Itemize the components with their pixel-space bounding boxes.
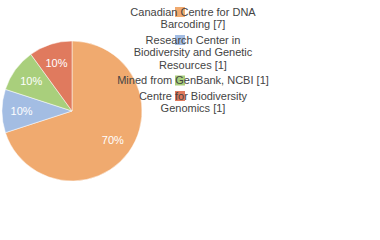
svg-text:Mined from GenBank, NCBI [1]: Mined from GenBank, NCBI [1] — [117, 74, 269, 86]
svg-text:70%: 70% — [102, 134, 124, 146]
svg-text:10%: 10% — [11, 105, 33, 117]
svg-text:Centre for BiodiversityGenomic: Centre for BiodiversityGenomics [1] — [139, 90, 248, 115]
svg-text:10%: 10% — [45, 57, 67, 69]
svg-text:10%: 10% — [20, 75, 42, 87]
svg-text:Research Center inBiodiversity: Research Center inBiodiversity and Genet… — [134, 34, 253, 71]
svg-text:Canadian Centre for DNABarcodi: Canadian Centre for DNABarcoding [7] — [130, 6, 256, 31]
